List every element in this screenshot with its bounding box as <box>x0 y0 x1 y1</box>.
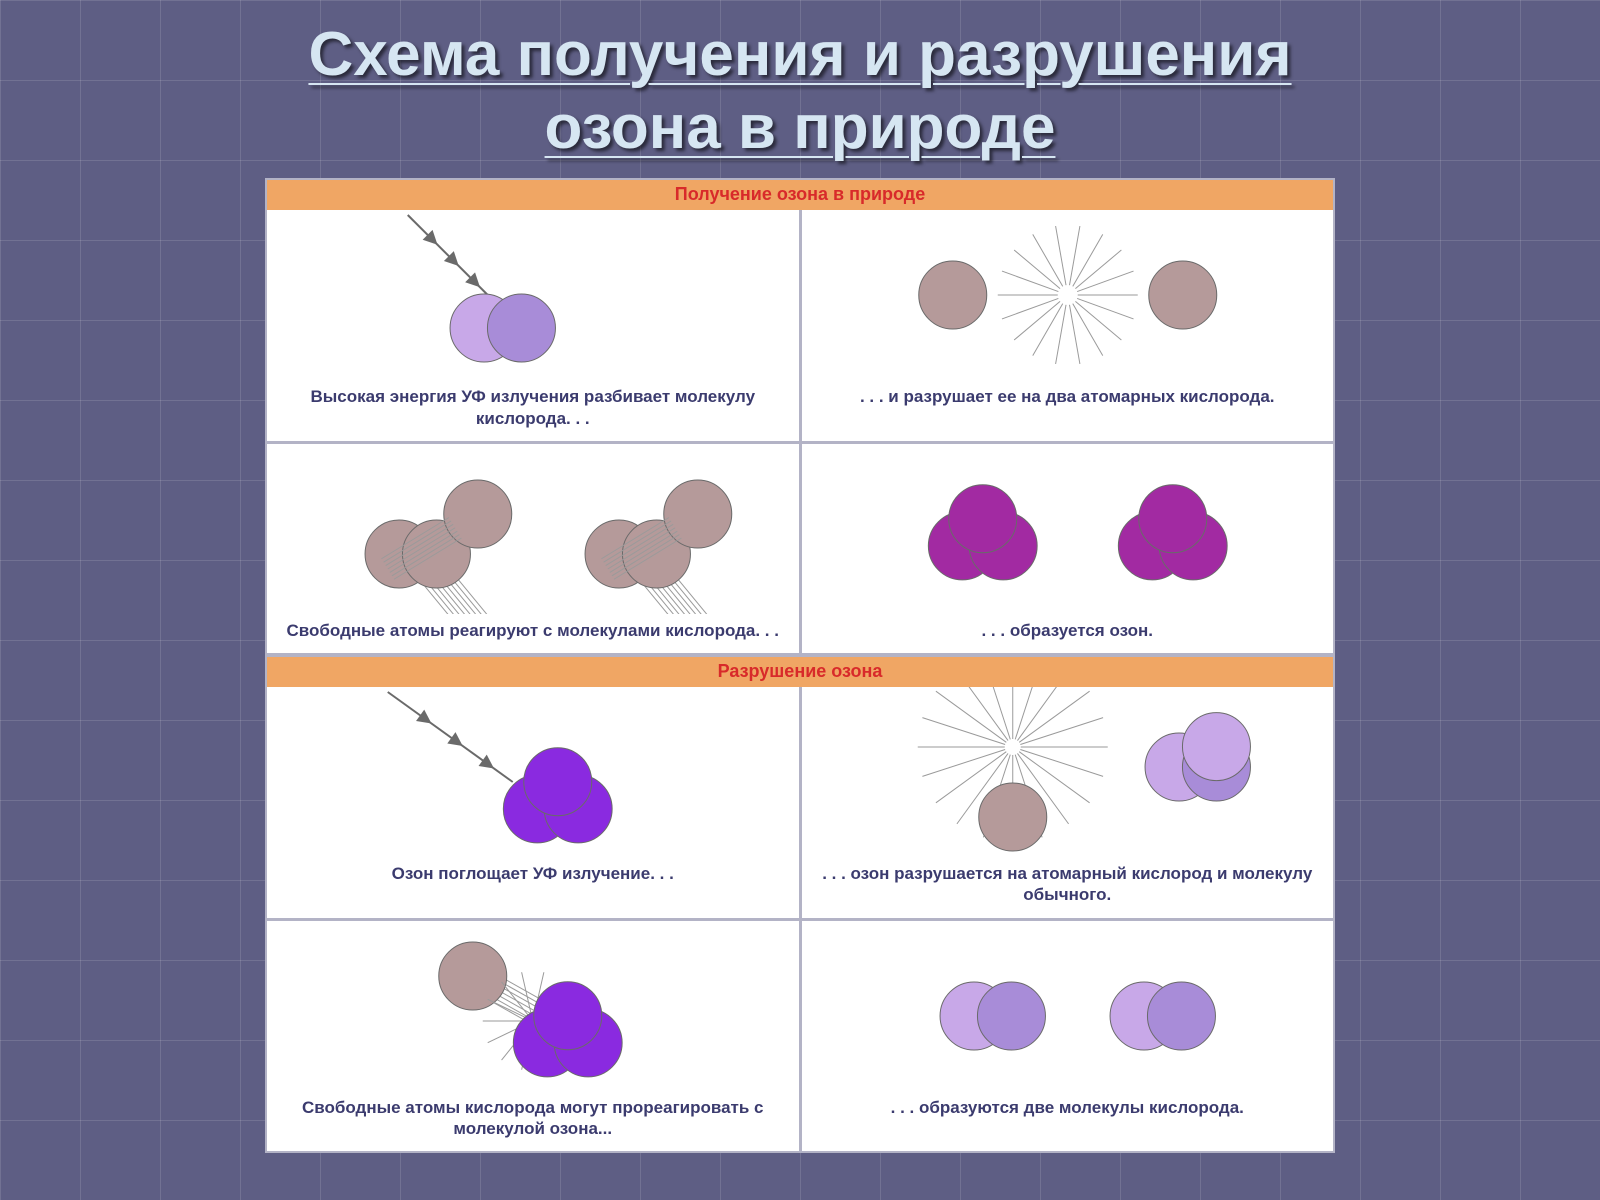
molecule-icon <box>267 444 799 614</box>
cell-caption: Свободные атомы реагируют с молекулами к… <box>267 614 799 653</box>
molecule-icon <box>267 687 799 857</box>
molecule-icon <box>267 210 799 380</box>
molecule-icon <box>802 921 1334 1091</box>
section-header: Разрушение озона <box>265 655 1335 687</box>
diagram-cell: . . . озон разрушается на атомарный кисл… <box>802 687 1334 918</box>
diagram-cell: . . . образуются две молекулы кислорода. <box>802 921 1334 1152</box>
molecule-icon <box>802 444 1334 614</box>
section-grid: Озон поглощает УФ излучение. . .. . . оз… <box>265 687 1335 1153</box>
diagram-cell: Озон поглощает УФ излучение. . . <box>267 687 799 918</box>
cell-caption: Свободные атомы кислорода могут прореаги… <box>267 1091 799 1152</box>
diagram-cell: Высокая энергия УФ излучения разбивает м… <box>267 210 799 441</box>
grid-row: Свободные атомы реагируют с молекулами к… <box>267 441 1333 653</box>
cell-caption: . . . озон разрушается на атомарный кисл… <box>802 857 1334 918</box>
molecule-icon <box>802 210 1334 380</box>
cell-caption: . . . образуются две молекулы кислорода. <box>802 1091 1334 1130</box>
cell-caption: Озон поглощает УФ излучение. . . <box>267 857 799 896</box>
molecule-icon <box>802 687 1334 857</box>
section-header: Получение озона в природе <box>265 178 1335 210</box>
grid-row: Свободные атомы кислорода могут прореаги… <box>267 918 1333 1152</box>
slide-title: Схема получения и разрушения озона в при… <box>40 18 1560 164</box>
diagram-cell: Свободные атомы реагируют с молекулами к… <box>267 444 799 653</box>
cell-caption: . . . и разрушает ее на два атомарных ки… <box>802 380 1334 419</box>
slide: Схема получения и разрушения озона в при… <box>0 0 1600 1200</box>
molecule-icon <box>267 921 799 1091</box>
grid-row: Озон поглощает УФ излучение. . .. . . оз… <box>267 687 1333 918</box>
diagram-cell: . . . образуется озон. <box>802 444 1334 653</box>
diagram-panel: Получение озона в природе Высокая энергия… <box>265 178 1335 1153</box>
diagram-cell: . . . и разрушает ее на два атомарных ки… <box>802 210 1334 441</box>
section-grid: Высокая энергия УФ излучения разбивает м… <box>265 210 1335 655</box>
diagram-cell: Свободные атомы кислорода могут прореаги… <box>267 921 799 1152</box>
title-line-2: озона в природе <box>545 93 1056 162</box>
cell-caption: . . . образуется озон. <box>802 614 1334 653</box>
cell-caption: Высокая энергия УФ излучения разбивает м… <box>267 380 799 441</box>
grid-row: Высокая энергия УФ излучения разбивает м… <box>267 210 1333 441</box>
title-line-1: Схема получения и разрушения <box>308 20 1291 89</box>
